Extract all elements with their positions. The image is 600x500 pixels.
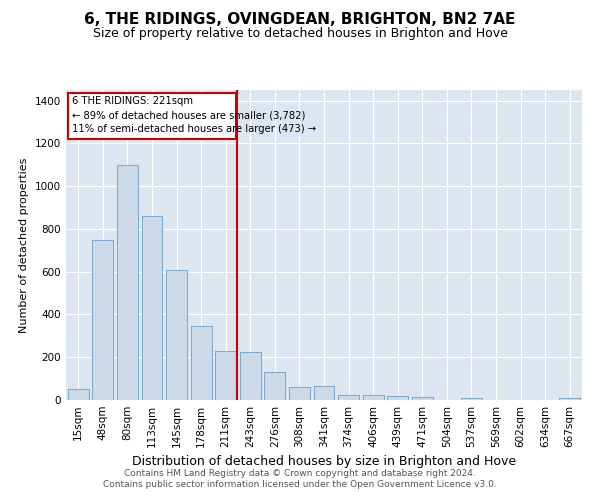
Y-axis label: Number of detached properties: Number of detached properties	[19, 158, 29, 332]
Bar	[166, 270, 187, 400]
FancyBboxPatch shape	[68, 93, 236, 139]
Bar	[461, 398, 482, 400]
Bar	[559, 398, 580, 400]
Text: 6, THE RIDINGS, OVINGDEAN, BRIGHTON, BN2 7AE: 6, THE RIDINGS, OVINGDEAN, BRIGHTON, BN2…	[85, 12, 515, 28]
X-axis label: Distribution of detached houses by size in Brighton and Hove: Distribution of detached houses by size …	[132, 456, 516, 468]
Bar	[338, 394, 359, 400]
Bar	[240, 352, 261, 400]
Text: Contains public sector information licensed under the Open Government Licence v3: Contains public sector information licen…	[103, 480, 497, 489]
Bar	[117, 165, 138, 400]
Text: 6 THE RIDINGS: 221sqm
← 89% of detached houses are smaller (3,782)
11% of semi-d: 6 THE RIDINGS: 221sqm ← 89% of detached …	[72, 96, 316, 134]
Text: Contains HM Land Registry data © Crown copyright and database right 2024.: Contains HM Land Registry data © Crown c…	[124, 468, 476, 477]
Bar	[412, 398, 433, 400]
Bar	[68, 390, 89, 400]
Text: Size of property relative to detached houses in Brighton and Hove: Size of property relative to detached ho…	[92, 28, 508, 40]
Bar	[191, 326, 212, 400]
Bar	[387, 396, 408, 400]
Bar	[289, 387, 310, 400]
Bar	[92, 240, 113, 400]
Bar	[362, 396, 383, 400]
Bar	[215, 351, 236, 400]
Bar	[142, 216, 163, 400]
Bar	[265, 372, 286, 400]
Bar	[314, 386, 334, 400]
